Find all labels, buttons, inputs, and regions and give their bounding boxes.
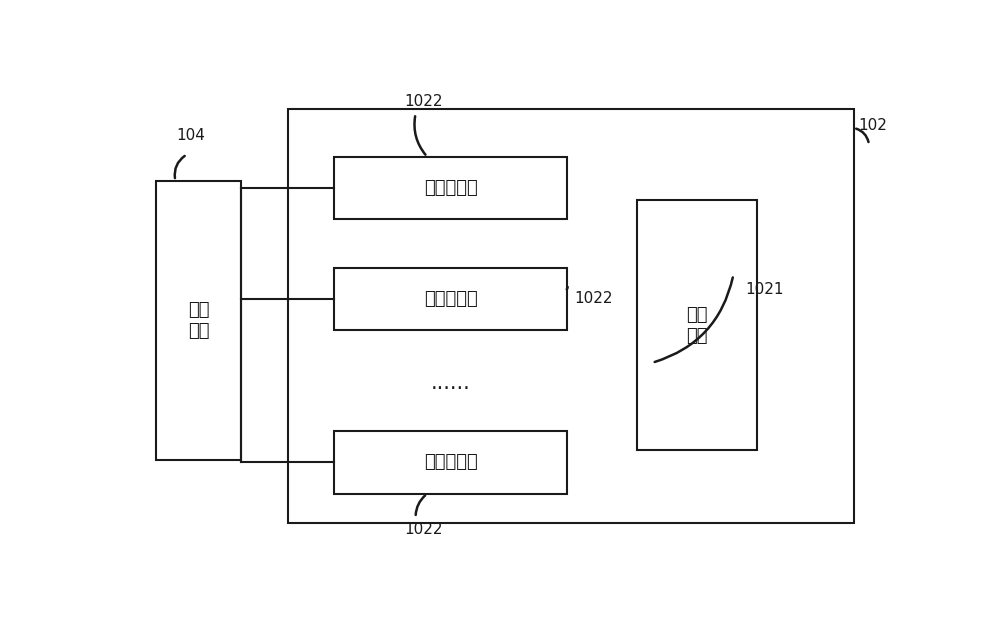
Text: 1022: 1022	[404, 522, 443, 538]
Text: 102: 102	[858, 118, 887, 133]
Text: 导光
模块: 导光 模块	[686, 306, 707, 344]
Bar	[637, 200, 757, 451]
Bar	[334, 157, 567, 219]
Bar	[334, 431, 567, 494]
Text: ......: ......	[431, 373, 470, 393]
Text: 1022: 1022	[404, 94, 443, 109]
Bar	[334, 268, 567, 330]
Text: 控制
模块: 控制 模块	[188, 301, 209, 340]
Text: 1021: 1021	[745, 282, 784, 297]
Text: 发光二极管: 发光二极管	[424, 453, 477, 471]
Text: 1022: 1022	[575, 291, 613, 306]
Bar	[288, 109, 854, 522]
Bar	[156, 181, 241, 460]
Text: 发光二极管: 发光二极管	[424, 179, 477, 197]
Text: 104: 104	[176, 127, 205, 142]
Text: 发光二极管: 发光二极管	[424, 290, 477, 308]
